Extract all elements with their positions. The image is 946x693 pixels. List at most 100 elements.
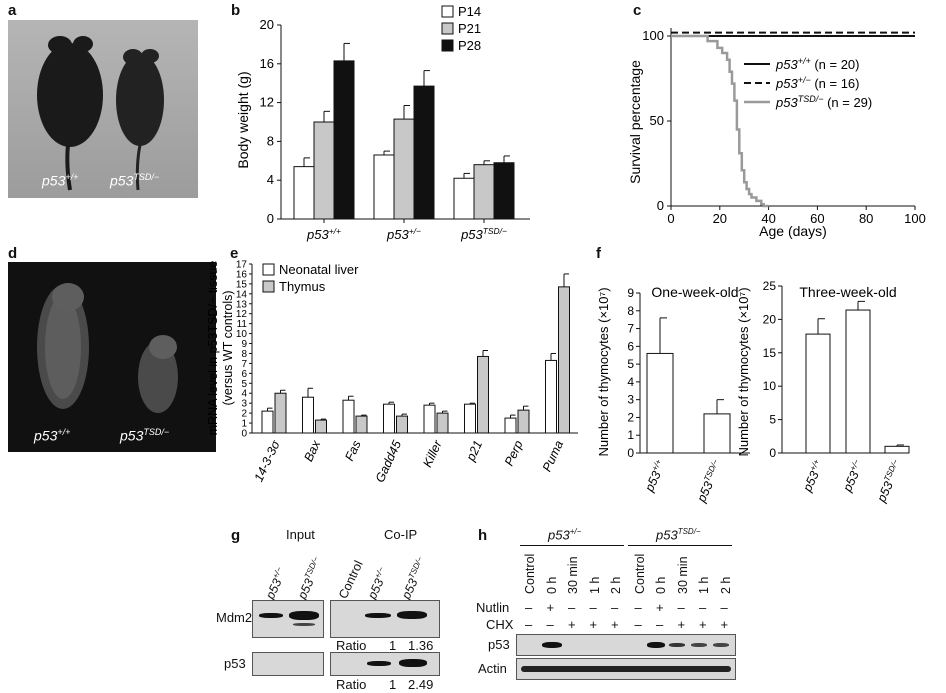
h-lane-label-4: 2 h [609,576,623,594]
b-ytick-label-1: 4 [267,172,274,187]
e-ytick-label-0: 0 [241,429,247,440]
e-ytick-label-2: 2 [241,409,247,420]
b-bar-2-0 [333,60,355,220]
b-ytick-label-4: 16 [260,56,274,71]
fl-ytick-label-2: 2 [627,410,634,424]
h-lane-label-0: Control [523,553,537,594]
h-nutlin-sign-7: – [677,600,685,615]
fl-ytick-label-1: 1 [627,428,634,442]
h-nutlin-sign-2: – [568,600,576,615]
e-xtick-label-3: Gadd45 [373,438,405,484]
e-ytick-label-13: 13 [236,299,248,310]
g-coip-label: Co-IP [384,527,418,542]
fr-ytick-label-5: 25 [763,279,777,293]
b-bar-1-0 [313,121,335,220]
fr-ytick-label-3: 15 [763,346,777,360]
fl-bar-0 [646,352,674,454]
b-ytick-label-0: 0 [267,211,274,226]
h-nutlin-sign-9: – [720,600,728,615]
g-blot-mdm2-input [252,600,324,638]
h-row-chx: CHX [486,617,514,632]
h-nutlin-sign-6: + [656,600,664,615]
e-ytick-label-3: 3 [241,399,247,410]
b-ylabel: Body weight (g) [235,71,251,168]
h-chx-sign-4: + [611,617,619,632]
b-bar-0-2 [453,177,475,220]
b-legend-swatch-1 [441,22,454,35]
fr-xtick-label-1: p53+/− [839,458,867,495]
e-bar-0-0 [261,410,274,434]
h-blot-p53 [516,634,736,656]
e-bar-1-3 [396,415,408,434]
fl-bar-1 [703,413,731,454]
fl-ytick-label-0: 0 [627,446,634,460]
e-bar-0-7 [545,359,557,434]
e-legend-label-0: Neonatal liver [279,262,359,277]
e-bar-0-5 [464,403,476,434]
e-legend-swatch-0 [262,263,275,276]
h-chx-sign-9: + [720,617,729,632]
mouse-silhouettes [37,36,164,191]
e-bar-0-6 [504,417,517,434]
photo-caption-tsd: p53TSD/− [110,172,160,189]
fr-bar-1 [845,309,871,454]
h-lane-label-3: 1 h [587,576,602,594]
h-chx-sign-8: + [699,617,707,632]
h-chx-sign-6: – [656,617,664,632]
e-bar-1-6 [517,409,530,434]
c-legend-label-1: p53+/− (n = 16) [775,75,860,91]
e-ytick-label-7: 7 [241,359,247,370]
b-bar-2-1 [413,85,435,220]
e-xtick-label-6: Perp [502,438,526,468]
fl-ytick-label-9: 9 [627,286,634,300]
g-blot-mdm2-coip [330,600,440,638]
b-bar-1-2 [473,164,495,220]
e-bar-1-0 [274,392,287,434]
b-ytick-label-5: 20 [260,17,274,32]
h-row-actin: Actin [478,661,507,676]
h-lane-label-5: Control [632,553,647,594]
e-ytick-label-11: 11 [237,319,248,330]
e-bar-0-4 [423,404,436,434]
e-ytick-label-14: 14 [236,289,248,300]
e-ytick-label-17: 17 [236,260,248,271]
c-xtick-label-2: 40 [761,211,775,226]
fr-ytick-label-4: 20 [763,312,777,326]
g-ratio-label-mdm2: Ratio [336,638,367,653]
g-ratio-label-p53: Ratio [336,677,367,692]
fr-xtick-label-0: p53+/+ [799,458,827,495]
fr-xtick-label-2: p53TSD/− [873,458,906,505]
g-ratio-mdm2-1: 1 [389,638,397,653]
e-xtick-label-1: Bax [301,438,323,464]
h-nutlin-sign-4: – [611,600,619,615]
fl-ytick-label-3: 3 [627,393,634,407]
e-ytick-label-8: 8 [241,349,247,360]
h-nutlin-sign-3: – [589,600,597,615]
e-ylabel-2: (versus WT controls) [221,290,235,405]
e-ytick-label-12: 12 [236,309,248,320]
h-chx-sign-0: – [525,617,533,632]
g-ratio-p53-2: 2.49 [408,677,434,692]
b-legend-swatch-2 [441,39,454,52]
fl-ytick-label-6: 6 [627,339,634,353]
fr-ylabel: Number of thymocytes (×10⁷) [736,287,751,456]
h-chx-sign-1: – [546,617,554,632]
h-chx-sign-7: + [677,617,686,632]
e-ytick-label-9: 9 [241,339,247,350]
e-bar-0-1 [302,396,314,434]
g-blot-p53-coip [330,652,440,676]
e-ytick-label-15: 15 [236,279,248,290]
h-lane-label-8: 1 h [697,576,711,594]
e-bar-1-7 [558,286,570,434]
panel-label-d: d [8,245,18,262]
c-legend-label-0: p53+/+ (n = 20) [775,56,860,72]
fr-ytick-label-1: 5 [769,413,776,427]
b-ytick-label-2: 8 [267,133,274,148]
h-nutlin-sign-0: – [525,600,533,615]
c-series-line-2 [671,34,769,208]
e-legend-swatch-1 [262,280,275,293]
fl-xtick-label-1: p53TSD/− [693,458,726,505]
c-ytick-label-1: 50 [650,113,664,128]
c-xlabel: Age (days) [759,223,827,239]
b-bar-1-1 [393,118,415,220]
